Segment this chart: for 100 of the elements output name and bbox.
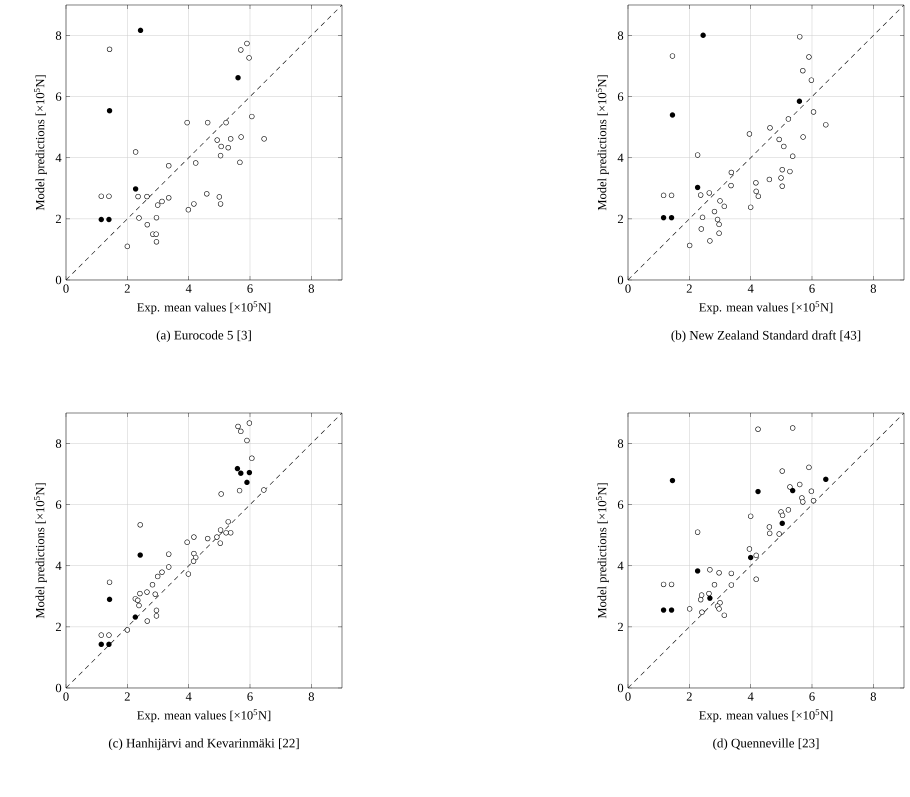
point xyxy=(106,108,112,114)
y-axis-title: Model predictions [×10$^{5}$N] xyxy=(596,75,609,210)
y-tick-label: 6 xyxy=(618,500,624,509)
point xyxy=(137,590,143,596)
point xyxy=(190,558,196,564)
point xyxy=(228,136,234,142)
point xyxy=(823,476,828,482)
point xyxy=(218,540,223,546)
point xyxy=(191,534,197,540)
point xyxy=(246,420,252,426)
y-tick-label: 8 xyxy=(56,439,62,448)
point xyxy=(166,163,172,168)
point xyxy=(98,194,104,199)
point xyxy=(753,576,759,582)
point xyxy=(184,120,190,126)
point xyxy=(766,530,772,536)
point xyxy=(717,198,723,204)
x-axis-title: Exp. mean values [×10$^{5}$N] xyxy=(699,709,832,722)
point xyxy=(135,194,141,200)
point xyxy=(728,170,734,176)
point xyxy=(670,53,676,59)
x-tick-label: 8 xyxy=(308,284,314,293)
point xyxy=(166,195,172,200)
point xyxy=(236,488,242,494)
point xyxy=(797,34,802,40)
point xyxy=(106,46,112,52)
point xyxy=(806,54,812,60)
point xyxy=(694,529,700,535)
point xyxy=(249,456,255,461)
point xyxy=(132,186,138,192)
point xyxy=(238,470,244,476)
point xyxy=(191,201,197,207)
point xyxy=(98,216,104,222)
point xyxy=(712,582,718,588)
point xyxy=(261,487,266,493)
point xyxy=(106,194,112,199)
point xyxy=(159,569,165,575)
point xyxy=(204,191,210,197)
x-tick-label: 0 xyxy=(63,692,69,701)
point xyxy=(810,109,816,115)
point xyxy=(767,125,773,131)
point xyxy=(781,144,786,150)
point xyxy=(722,204,727,210)
point xyxy=(748,554,754,560)
point xyxy=(191,550,197,556)
x-tick-label: 8 xyxy=(870,692,876,701)
point xyxy=(786,507,792,513)
point xyxy=(159,198,165,204)
point xyxy=(226,519,231,524)
point xyxy=(135,598,140,603)
point xyxy=(712,208,718,214)
point xyxy=(694,184,700,190)
point xyxy=(98,632,104,638)
x-tick-label: 2 xyxy=(124,692,130,701)
x-tick-label: 6 xyxy=(809,284,815,293)
x-tick-label: 4 xyxy=(186,284,192,293)
y-tick-label: 2 xyxy=(56,622,61,632)
y-tick-label: 8 xyxy=(618,31,624,40)
point xyxy=(786,116,792,122)
y-tick-label: 4 xyxy=(56,154,62,162)
point xyxy=(746,131,752,137)
point xyxy=(699,610,705,615)
point xyxy=(707,567,713,572)
point xyxy=(716,230,722,236)
point xyxy=(670,478,676,484)
text: (a) Eurocode 5 [3] xyxy=(156,330,251,342)
point xyxy=(106,642,112,647)
point xyxy=(244,438,250,444)
point xyxy=(748,204,754,210)
point xyxy=(153,231,159,237)
point xyxy=(138,552,143,558)
point xyxy=(166,564,172,570)
point xyxy=(753,188,759,194)
x-tick-label: 4 xyxy=(186,692,192,701)
point xyxy=(138,522,143,528)
point xyxy=(226,144,231,150)
point xyxy=(144,222,150,228)
point xyxy=(218,491,224,497)
y-tick-label: 0 xyxy=(56,276,62,284)
y-axis-title: Model predictions [×10$^{5}$N] xyxy=(34,75,47,210)
point xyxy=(716,222,722,228)
point xyxy=(716,570,722,576)
point xyxy=(808,488,814,494)
point xyxy=(144,194,150,200)
y-tick-label: 6 xyxy=(56,500,62,509)
point xyxy=(244,480,250,486)
point xyxy=(218,201,224,207)
point xyxy=(261,136,267,142)
point xyxy=(748,514,754,519)
point xyxy=(780,183,785,189)
point xyxy=(700,32,706,38)
point xyxy=(106,632,112,638)
point xyxy=(154,608,160,614)
x-tick-label: 0 xyxy=(63,284,69,293)
point xyxy=(660,214,666,220)
y-tick-label: 4 xyxy=(618,154,624,162)
point xyxy=(756,194,762,199)
x-axis-title: Exp. mean values [×10$^{5}$N] xyxy=(137,301,270,314)
point xyxy=(746,546,752,552)
point xyxy=(668,214,674,220)
